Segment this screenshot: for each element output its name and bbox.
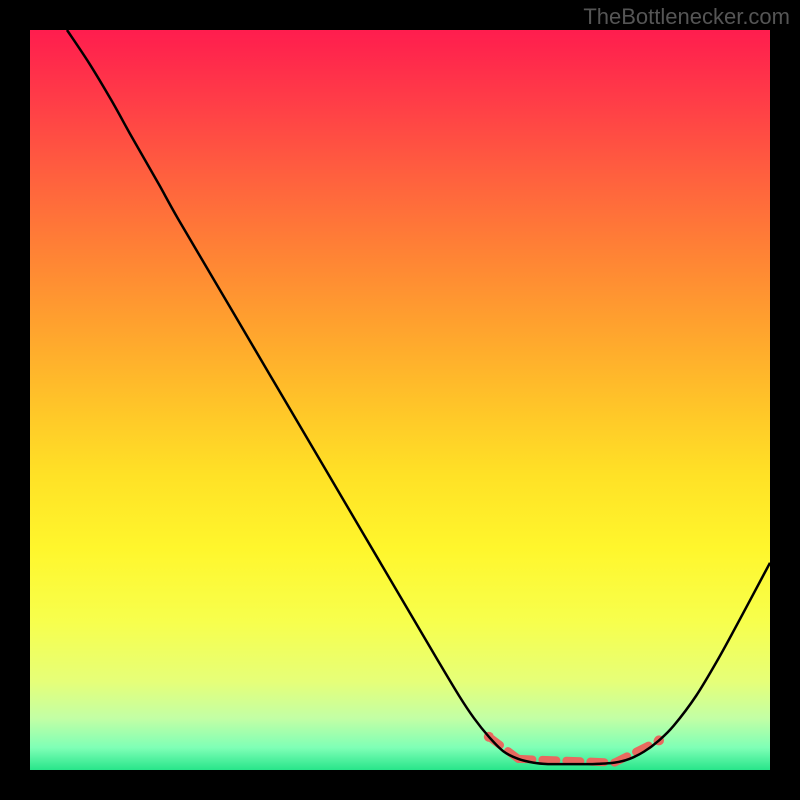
chart-container: TheBottlenecker.com (0, 0, 800, 800)
watermark-text: TheBottlenecker.com (583, 4, 790, 30)
plot-background (30, 30, 770, 770)
chart-svg (0, 0, 800, 800)
